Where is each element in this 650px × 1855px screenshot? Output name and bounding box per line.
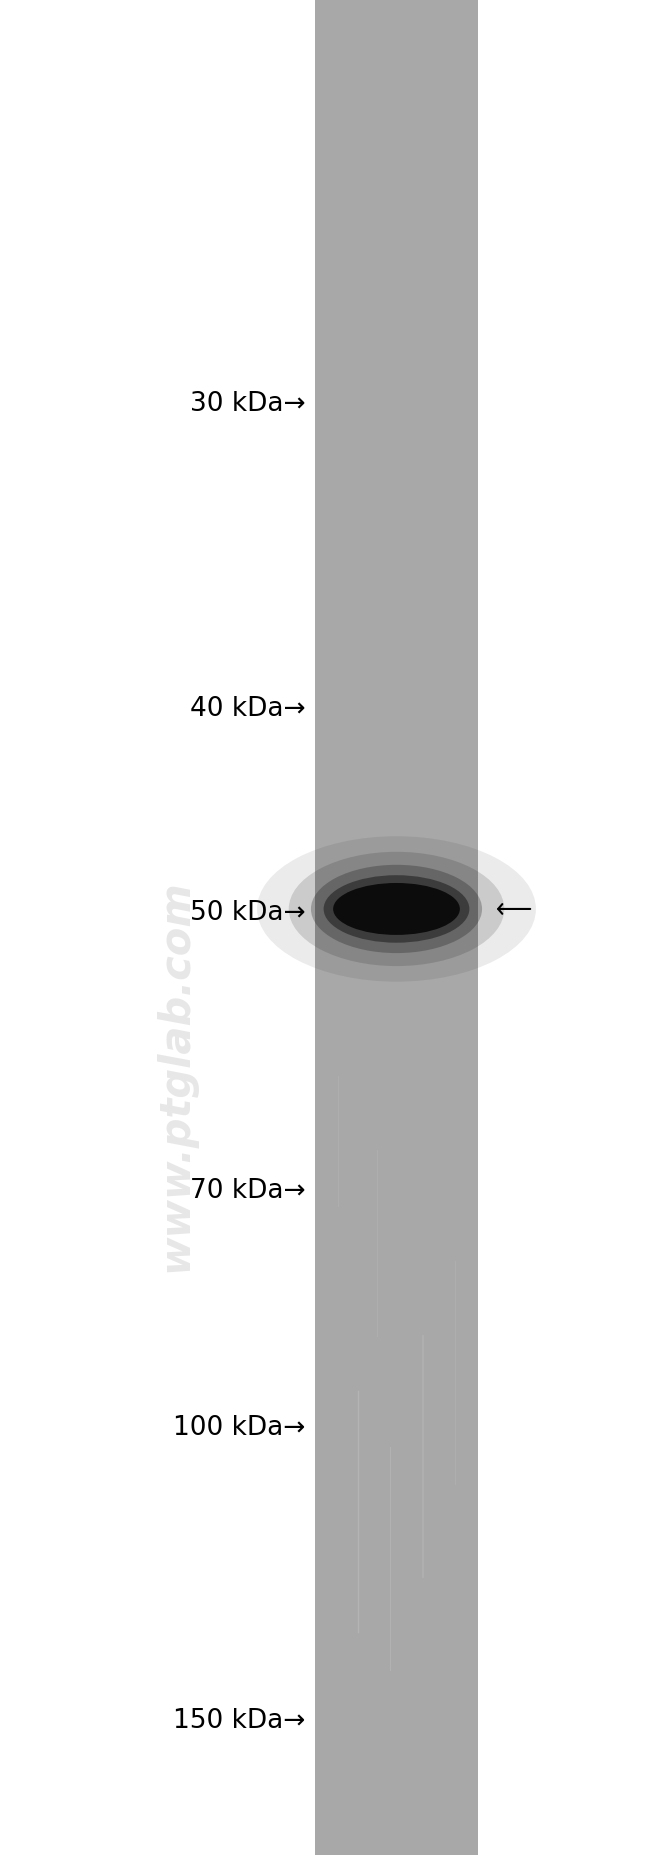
Ellipse shape	[257, 837, 536, 981]
Ellipse shape	[333, 883, 460, 935]
Text: 40 kDa→: 40 kDa→	[190, 696, 306, 722]
Ellipse shape	[289, 851, 504, 966]
Text: 50 kDa→: 50 kDa→	[190, 900, 306, 926]
Text: 30 kDa→: 30 kDa→	[190, 391, 306, 417]
Ellipse shape	[311, 864, 482, 953]
Text: www.ptglab.com: www.ptglab.com	[155, 879, 196, 1273]
Text: 150 kDa→: 150 kDa→	[173, 1708, 306, 1734]
Ellipse shape	[324, 876, 469, 942]
Bar	[315, 0, 478, 1855]
Text: 70 kDa→: 70 kDa→	[190, 1178, 306, 1204]
Text: 100 kDa→: 100 kDa→	[173, 1415, 306, 1441]
